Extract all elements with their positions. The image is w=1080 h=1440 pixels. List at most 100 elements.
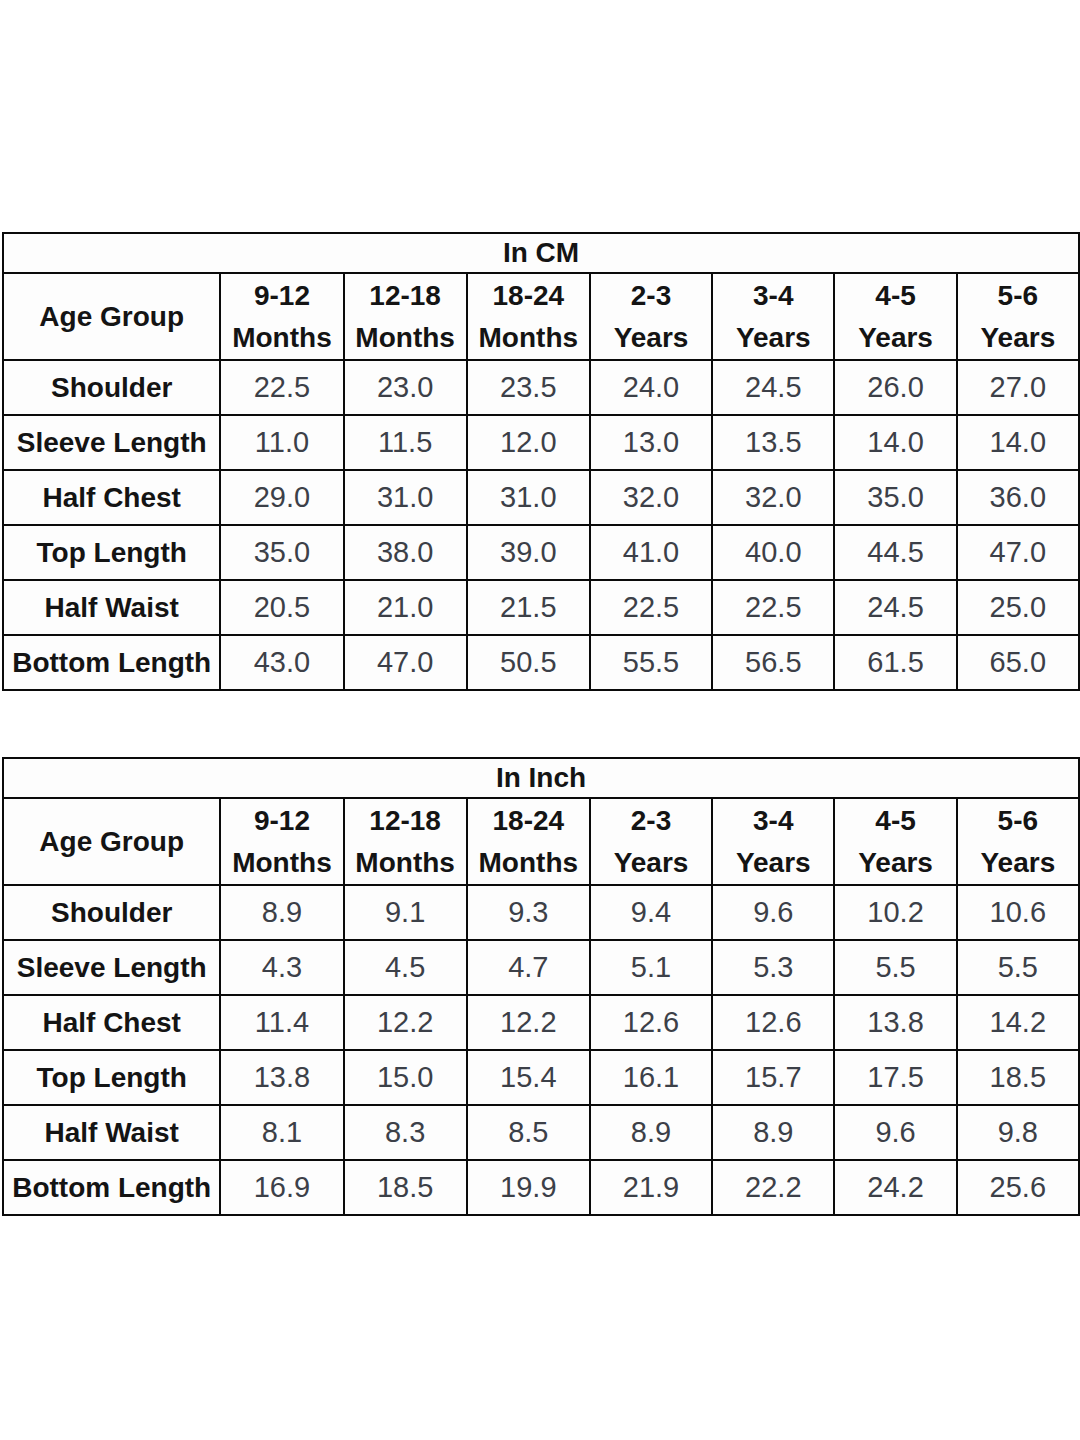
- cell-value: 31.0: [467, 470, 590, 525]
- cell-value: 23.0: [344, 360, 467, 415]
- row-label: Bottom Length: [3, 635, 220, 690]
- column-header: 2-3Years: [590, 273, 712, 360]
- cell-value: 4.3: [220, 940, 343, 995]
- cell-value: 22.5: [220, 360, 343, 415]
- table-row: Top Length13.815.015.416.115.717.518.5: [3, 1050, 1079, 1105]
- corner-header: Age Group: [3, 273, 220, 360]
- cell-value: 16.9: [220, 1160, 343, 1215]
- table-row: Half Chest29.031.031.032.032.035.036.0: [3, 470, 1079, 525]
- column-header: 18-24Months: [467, 273, 590, 360]
- column-header-row: Age Group9-12Months12-18Months18-24Month…: [3, 798, 1079, 885]
- row-label: Half Waist: [3, 580, 220, 635]
- cell-value: 35.0: [834, 470, 956, 525]
- table-title: In CM: [3, 233, 1079, 273]
- column-header: 18-24Months: [467, 798, 590, 885]
- column-header: 5-6Years: [957, 798, 1079, 885]
- cell-value: 5.1: [590, 940, 712, 995]
- cell-value: 12.2: [344, 995, 467, 1050]
- cell-value: 21.5: [467, 580, 590, 635]
- cell-value: 41.0: [590, 525, 712, 580]
- cell-value: 23.5: [467, 360, 590, 415]
- cell-value: 36.0: [957, 470, 1079, 525]
- cell-value: 24.5: [834, 580, 956, 635]
- table-row: Sleeve Length11.011.512.013.013.514.014.…: [3, 415, 1079, 470]
- cell-value: 31.0: [344, 470, 467, 525]
- row-label: Sleeve Length: [3, 415, 220, 470]
- cell-value: 22.5: [712, 580, 834, 635]
- cell-value: 8.9: [590, 1105, 712, 1160]
- cell-value: 5.5: [834, 940, 956, 995]
- cell-value: 65.0: [957, 635, 1079, 690]
- row-label: Sleeve Length: [3, 940, 220, 995]
- cell-value: 12.0: [467, 415, 590, 470]
- cell-value: 39.0: [467, 525, 590, 580]
- column-header: 5-6Years: [957, 273, 1079, 360]
- cell-value: 18.5: [344, 1160, 467, 1215]
- cell-value: 61.5: [834, 635, 956, 690]
- cell-value: 38.0: [344, 525, 467, 580]
- table-row: Half Waist20.521.021.522.522.524.525.0: [3, 580, 1079, 635]
- column-header: 4-5Years: [834, 273, 956, 360]
- cell-value: 22.2: [712, 1160, 834, 1215]
- cell-value: 13.0: [590, 415, 712, 470]
- corner-header: Age Group: [3, 798, 220, 885]
- table-row: Sleeve Length4.34.54.75.15.35.55.5: [3, 940, 1079, 995]
- cell-value: 24.5: [712, 360, 834, 415]
- cell-value: 32.0: [590, 470, 712, 525]
- table-row: Bottom Length43.047.050.555.556.561.565.…: [3, 635, 1079, 690]
- cell-value: 44.5: [834, 525, 956, 580]
- row-label: Shoulder: [3, 360, 220, 415]
- table-title-row: In Inch: [3, 758, 1079, 798]
- row-label: Half Waist: [3, 1105, 220, 1160]
- cell-value: 20.5: [220, 580, 343, 635]
- size-chart-page: In CMAge Group9-12Months12-18Months18-24…: [0, 0, 1080, 1440]
- cell-value: 32.0: [712, 470, 834, 525]
- cell-value: 9.1: [344, 885, 467, 940]
- cell-value: 15.7: [712, 1050, 834, 1105]
- table-row: Bottom Length16.918.519.921.922.224.225.…: [3, 1160, 1079, 1215]
- cell-value: 35.0: [220, 525, 343, 580]
- cell-value: 12.2: [467, 995, 590, 1050]
- row-label: Shoulder: [3, 885, 220, 940]
- cell-value: 22.5: [590, 580, 712, 635]
- cell-value: 8.3: [344, 1105, 467, 1160]
- cell-value: 5.3: [712, 940, 834, 995]
- table-row: Shoulder8.99.19.39.49.610.210.6: [3, 885, 1079, 940]
- cell-value: 13.8: [834, 995, 956, 1050]
- table-row: Half Chest11.412.212.212.612.613.814.2: [3, 995, 1079, 1050]
- cell-value: 13.8: [220, 1050, 343, 1105]
- cell-value: 4.7: [467, 940, 590, 995]
- cell-value: 43.0: [220, 635, 343, 690]
- cell-value: 9.6: [712, 885, 834, 940]
- table-row: Shoulder22.523.023.524.024.526.027.0: [3, 360, 1079, 415]
- cell-value: 55.5: [590, 635, 712, 690]
- cell-value: 17.5: [834, 1050, 956, 1105]
- row-label: Half Chest: [3, 470, 220, 525]
- cell-value: 8.9: [712, 1105, 834, 1160]
- row-label: Top Length: [3, 525, 220, 580]
- cell-value: 13.5: [712, 415, 834, 470]
- column-header-row: Age Group9-12Months12-18Months18-24Month…: [3, 273, 1079, 360]
- cell-value: 11.0: [220, 415, 343, 470]
- cell-value: 12.6: [590, 995, 712, 1050]
- cell-value: 47.0: [344, 635, 467, 690]
- cell-value: 25.0: [957, 580, 1079, 635]
- cell-value: 21.9: [590, 1160, 712, 1215]
- cell-value: 26.0: [834, 360, 956, 415]
- column-header: 9-12Months: [220, 273, 343, 360]
- cell-value: 24.0: [590, 360, 712, 415]
- cell-value: 5.5: [957, 940, 1079, 995]
- cell-value: 40.0: [712, 525, 834, 580]
- cell-value: 56.5: [712, 635, 834, 690]
- row-label: Half Chest: [3, 995, 220, 1050]
- cell-value: 27.0: [957, 360, 1079, 415]
- cell-value: 10.6: [957, 885, 1079, 940]
- cell-value: 18.5: [957, 1050, 1079, 1105]
- cell-value: 9.6: [834, 1105, 956, 1160]
- cell-value: 9.8: [957, 1105, 1079, 1160]
- cell-value: 11.5: [344, 415, 467, 470]
- row-label: Top Length: [3, 1050, 220, 1105]
- cell-value: 10.2: [834, 885, 956, 940]
- table-title-row: In CM: [3, 233, 1079, 273]
- cell-value: 9.4: [590, 885, 712, 940]
